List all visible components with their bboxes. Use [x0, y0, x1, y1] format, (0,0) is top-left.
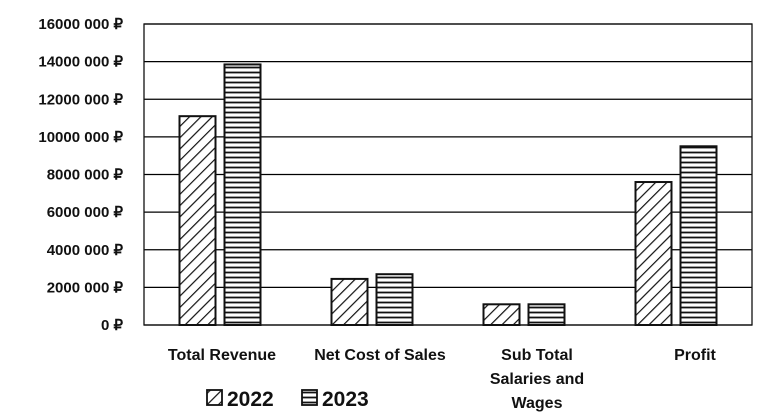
legend-swatch-2022: [207, 390, 222, 405]
legend-swatch-2023: [302, 390, 317, 405]
y-tick-label: 6000 000 ₽: [47, 204, 124, 221]
y-tick-label: 16000 000 ₽: [38, 16, 123, 33]
legend: 2022 2023: [207, 388, 369, 411]
bar-2023-0: [225, 64, 261, 325]
x-tick-label: Wages: [512, 395, 563, 412]
x-tick-label: Total Revenue: [168, 347, 276, 364]
bar-2022-3: [636, 182, 672, 325]
x-tick-label: Net Cost of Sales: [314, 347, 446, 364]
bar-2022-1: [332, 279, 368, 325]
y-tick-label: 4000 000 ₽: [47, 242, 124, 259]
legend-label-2023: 2023: [322, 388, 369, 411]
y-tick-label: 0 ₽: [101, 317, 124, 334]
x-tick-label: Profit: [674, 347, 716, 364]
bar-2022-2: [484, 304, 520, 325]
y-tick-label: 12000 000 ₽: [38, 91, 123, 108]
legend-label-2022: 2022: [227, 388, 274, 411]
bar-2023-2: [529, 304, 565, 325]
x-tick-label: Sub Total: [501, 347, 573, 364]
y-tick-label: 2000 000 ₽: [47, 279, 124, 296]
y-tick-label: 14000 000 ₽: [38, 54, 123, 71]
bars: [180, 64, 717, 325]
y-tick-label: 10000 000 ₽: [38, 129, 123, 146]
bar-2023-3: [681, 146, 717, 325]
bar-2023-1: [377, 274, 413, 325]
bar-2022-0: [180, 116, 216, 325]
x-tick-label: Salaries and: [490, 371, 584, 388]
y-tick-label: 8000 000 ₽: [47, 167, 124, 184]
y-axis: 0 ₽ 2000 000 ₽ 4000 000 ₽ 6000 000 ₽ 8000 00…: [38, 16, 123, 334]
